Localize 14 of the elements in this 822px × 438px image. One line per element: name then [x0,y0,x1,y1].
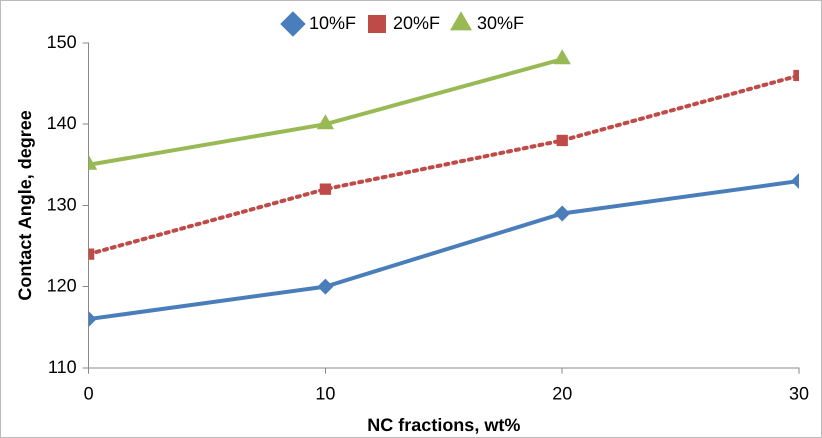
y-tick-label: 120 [46,276,77,296]
x-tick-label: 30 [788,384,810,404]
x-tick-label: 10 [315,384,336,404]
legend-label: 10%F [308,12,356,33]
legend-label: 20%F [392,12,440,33]
legend-label: 30%F [477,12,524,33]
y-tick-label: 110 [48,356,77,377]
x-tick-label: 0 [84,384,94,404]
x-tick-label: 20 [552,384,572,404]
y-tick-label: 140 [46,113,77,134]
x-axis-title: NC fractions, wt% [367,415,520,436]
y-tick-label: 150 [46,32,77,52]
y-tick-label: 130 [46,194,77,214]
y-axis-title: Contact Angle, degree [14,110,35,301]
